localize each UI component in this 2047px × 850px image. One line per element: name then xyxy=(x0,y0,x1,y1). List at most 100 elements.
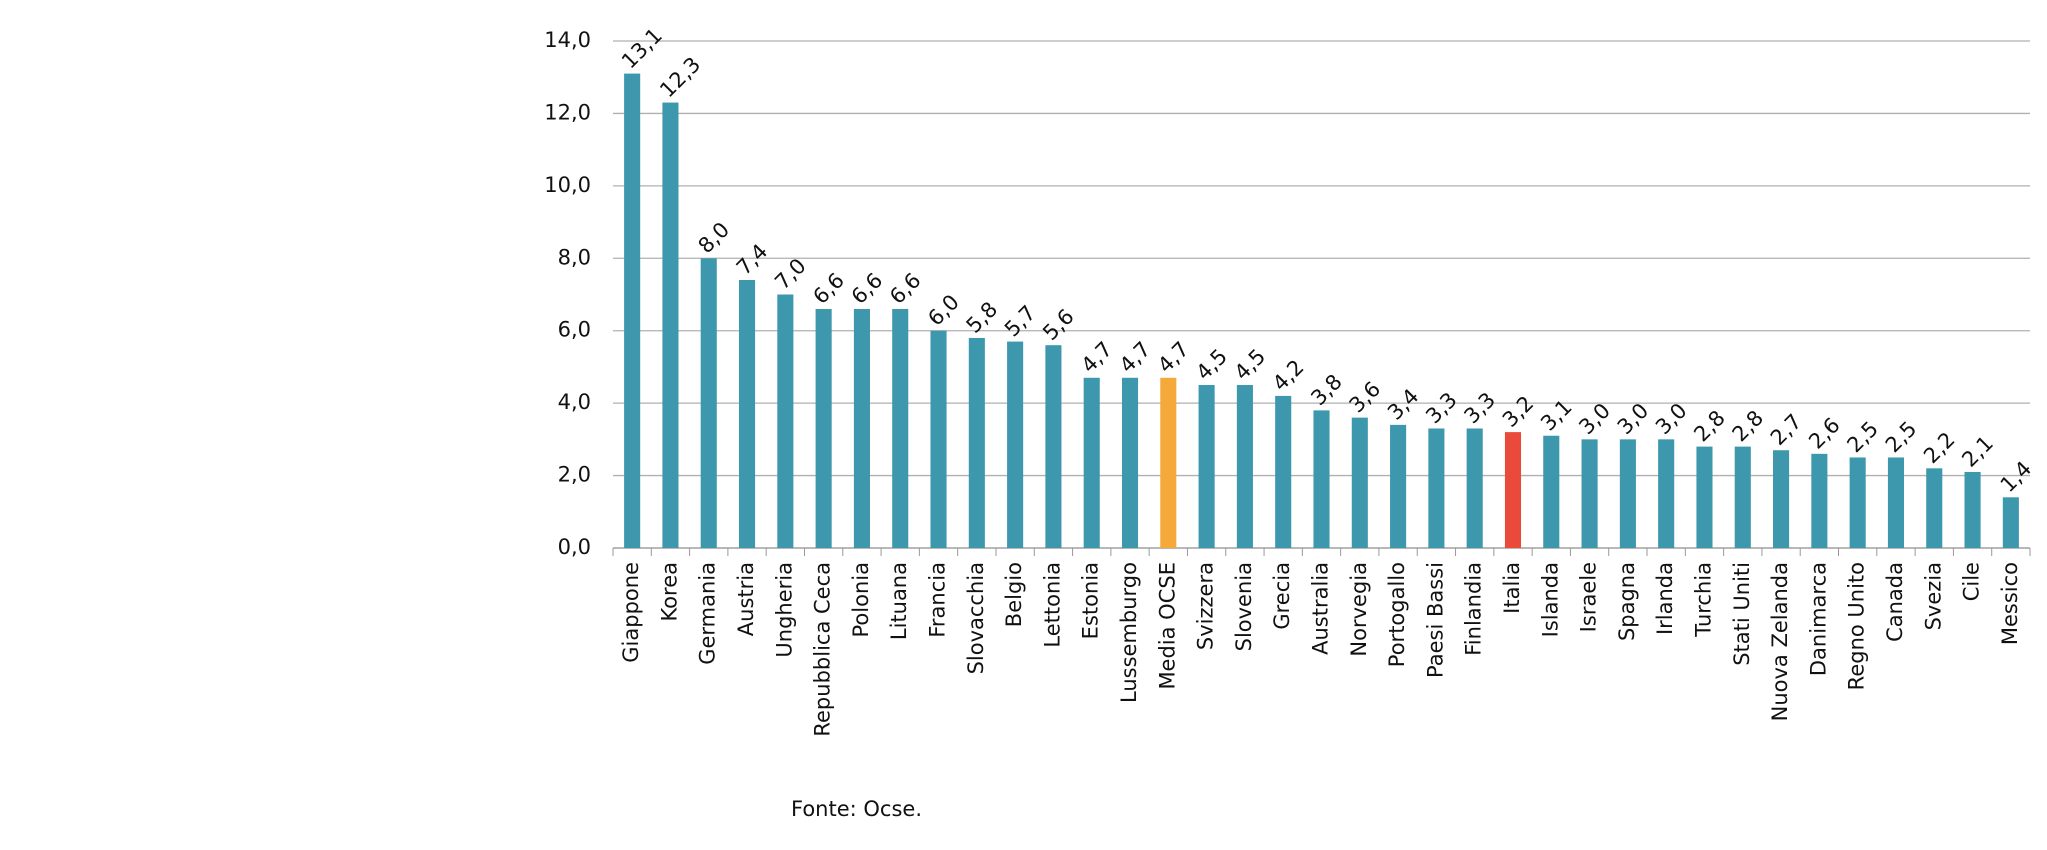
bar xyxy=(1275,395,1292,548)
x-tick-label: Slovenia xyxy=(1232,562,1256,651)
value-label: 1,4 xyxy=(1996,456,2037,497)
bar xyxy=(1236,385,1253,548)
value-label: 4,5 xyxy=(1230,344,1271,385)
y-tick-label: 4,0 xyxy=(558,390,591,414)
bar xyxy=(1083,377,1100,548)
bar xyxy=(815,308,832,548)
x-tick-label: Estonia xyxy=(1079,562,1103,639)
x-tick-label: Spagna xyxy=(1615,562,1639,641)
y-tick-label: 6,0 xyxy=(558,318,591,342)
x-tick-label: Korea xyxy=(657,562,681,622)
x-tick-label: Germania xyxy=(696,562,720,665)
x-tick-label: Repubblica Ceca xyxy=(811,562,835,737)
value-label: 2,5 xyxy=(1881,417,1922,458)
x-tick-label: Italia xyxy=(1500,562,1524,614)
bar xyxy=(1696,446,1713,548)
x-tick-label: Polonia xyxy=(849,562,873,637)
x-tick-label: Canada xyxy=(1883,562,1907,642)
x-tick-label: Paesi Bassi xyxy=(1423,562,1447,678)
value-label: 6,0 xyxy=(923,290,964,331)
value-label: 5,7 xyxy=(1000,301,1041,342)
bar xyxy=(1313,410,1330,548)
bar xyxy=(1160,377,1177,548)
bar xyxy=(1198,385,1215,548)
x-tick-label: Nuova Zelanda xyxy=(1768,562,1792,721)
x-tick-label: Austria xyxy=(734,562,758,636)
x-tick-label: Francia xyxy=(926,562,950,638)
x-tick-label: Lituana xyxy=(887,562,911,640)
y-tick-label: 12,0 xyxy=(544,100,591,124)
x-tick-label: Stati Uniti xyxy=(1730,562,1754,666)
x-tick-label: Messico xyxy=(1998,562,2022,645)
x-tick-label: Giappone xyxy=(619,562,643,663)
bar xyxy=(738,280,756,548)
bar xyxy=(1466,428,1483,548)
value-label: 2,6 xyxy=(1804,413,1845,454)
bar xyxy=(1121,377,1139,548)
source-note: Fonte: Ocse. xyxy=(791,797,922,821)
bar xyxy=(1504,432,1522,548)
y-tick-label: 14,0 xyxy=(544,28,591,52)
value-label: 4,7 xyxy=(1115,337,1156,378)
x-tick-label: Media OCSE xyxy=(1155,562,1179,690)
x-tick-label: Norvegia xyxy=(1347,562,1371,657)
value-label: 5,6 xyxy=(1038,304,1079,345)
y-tick-label: 0,0 xyxy=(558,535,591,559)
x-tick-label: Ungheria xyxy=(772,562,796,658)
x-tick-label: Portogallo xyxy=(1385,562,1409,667)
bar xyxy=(1926,468,1943,548)
x-tick-label: Lussemburgo xyxy=(1117,562,1141,703)
value-label: 4,2 xyxy=(1268,355,1309,396)
bar xyxy=(2002,497,2019,548)
value-label: 7,0 xyxy=(770,254,811,295)
value-label: 3,1 xyxy=(1536,395,1577,436)
x-tick-label: Belgio xyxy=(1002,562,1026,627)
value-label: 6,6 xyxy=(885,268,926,309)
value-label: 12,3 xyxy=(655,52,705,102)
y-tick-label: 2,0 xyxy=(558,463,591,487)
value-label: 8,0 xyxy=(694,217,735,258)
value-label: 4,7 xyxy=(1153,337,1194,378)
value-label: 5,8 xyxy=(962,297,1003,338)
bar xyxy=(853,308,870,548)
value-label: 6,6 xyxy=(847,268,888,309)
x-tick-label: Grecia xyxy=(1270,562,1294,630)
x-tick-label: Svezia xyxy=(1921,562,1945,630)
x-tick-label: Danimarca xyxy=(1806,562,1830,676)
value-label: 3,0 xyxy=(1651,399,1692,440)
value-label: 3,8 xyxy=(1306,370,1347,411)
value-label: 2,8 xyxy=(1689,406,1730,447)
bar xyxy=(1007,341,1024,548)
bar xyxy=(1619,439,1636,548)
bar xyxy=(1734,446,1751,548)
value-label: 3,3 xyxy=(1421,388,1462,429)
x-tick-label: Finlandia xyxy=(1462,562,1486,656)
bar xyxy=(1849,457,1866,548)
value-label: 3,6 xyxy=(1345,377,1386,418)
bar xyxy=(1351,417,1368,548)
value-label: 2,2 xyxy=(1919,428,1960,469)
x-tick-label: Slovacchia xyxy=(964,562,988,674)
value-label: 2,1 xyxy=(1957,431,1998,472)
y-tick-label: 10,0 xyxy=(544,173,591,197)
x-tick-label: Regno Unito xyxy=(1845,562,1869,690)
y-tick-label: 8,0 xyxy=(558,245,591,269)
value-label: 3,4 xyxy=(1383,384,1424,425)
value-label: 3,0 xyxy=(1574,399,1615,440)
bar xyxy=(1964,471,1981,548)
value-label: 2,5 xyxy=(1842,417,1883,458)
value-label: 7,4 xyxy=(732,239,773,280)
bar xyxy=(1390,424,1407,548)
value-label: 2,7 xyxy=(1766,409,1807,450)
bar xyxy=(777,294,794,548)
bar xyxy=(700,258,717,548)
value-label: 6,6 xyxy=(808,268,849,309)
value-label: 3,0 xyxy=(1613,399,1654,440)
value-label: 3,2 xyxy=(1498,391,1539,432)
x-tick-label: Irlanda xyxy=(1653,562,1677,635)
x-tick-label: Australia xyxy=(1309,562,1333,655)
value-label: 2,8 xyxy=(1728,406,1769,447)
bar xyxy=(1773,450,1790,548)
x-tick-label: Islanda xyxy=(1538,562,1562,637)
